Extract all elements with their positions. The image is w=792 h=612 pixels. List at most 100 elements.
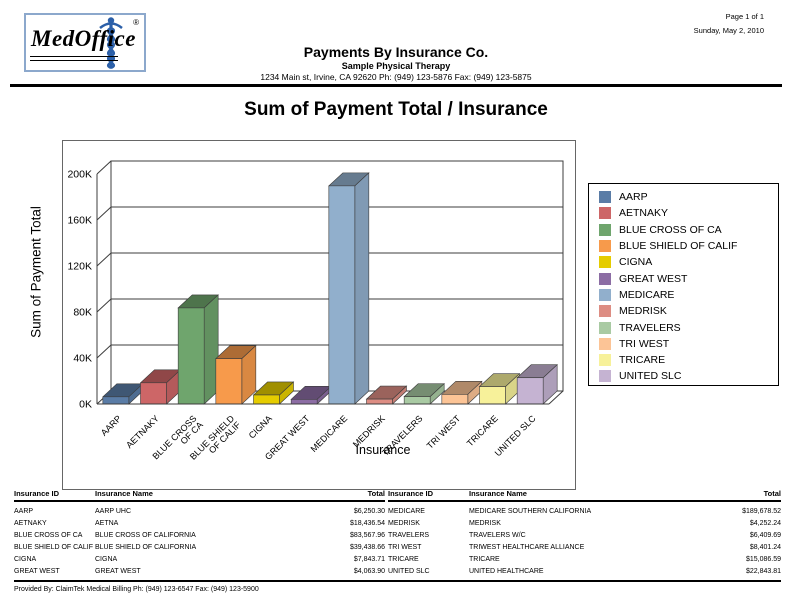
total-cell: $15,086.59	[745, 555, 781, 563]
legend-swatch	[599, 240, 611, 253]
insurance-name-cell: AARP UHC	[95, 507, 132, 515]
col-header-insurance-name: Insurance Name	[95, 489, 153, 498]
insurance-id-cell: TRAVELERS	[388, 531, 430, 539]
total-cell: $8,401.24	[749, 543, 781, 551]
caduceus-icon	[96, 16, 126, 75]
insurance-name-cell: TRIWEST HEALTHCARE ALLIANCE	[469, 543, 585, 551]
total-cell: $83,567.96	[349, 531, 385, 539]
table-body-right: MEDICARE MEDICARE SOUTHERN CALIFORNIA $189…	[388, 505, 781, 578]
header-divider	[10, 84, 782, 87]
legend-label: BLUE CROSS OF CA	[619, 223, 722, 236]
total-cell: $4,252.24	[749, 519, 781, 527]
legend-swatch	[599, 288, 611, 301]
insurance-id-cell: CIGNA	[14, 555, 37, 563]
y-tick-label: 200K	[67, 169, 92, 181]
legend-swatch	[599, 207, 611, 220]
chart-bar-medrisk	[365, 385, 408, 405]
logo-text: MedOffice	[31, 26, 136, 51]
legend-item: UNITED SLC	[599, 368, 778, 384]
total-cell: $6,250.30	[353, 507, 385, 515]
practice-contact: 1234 Main st, Irvine, CA 92620 Ph: (949)…	[260, 72, 532, 82]
insurance-name-cell: MEDRISK	[469, 519, 501, 527]
legend-item: TRAVELERS	[599, 319, 778, 335]
y-tick-label: 120K	[67, 261, 92, 273]
chart-bar-tricare	[478, 372, 521, 405]
medoffice-logo: MedOffice ®	[24, 13, 146, 72]
legend-label: AETNAKY	[619, 207, 669, 220]
legend-item: AARP	[599, 189, 778, 205]
table-row: UNITED SLC UNITED HEALTHCARE $22,843.81	[388, 565, 781, 577]
legend-item: MEDICARE	[599, 287, 778, 303]
chart-bar-blue-cross-of-ca	[177, 294, 219, 405]
total-cell: $22,843.81	[745, 568, 781, 576]
legend-item: AETNAKY	[599, 205, 778, 221]
table-row: TRAVELERS TRAVELERS W/C $6,409.69	[388, 529, 781, 541]
legend-item: GREAT WEST	[599, 270, 778, 286]
insurance-table-right: Insurance ID Insurance Name Total MEDICA…	[388, 489, 781, 578]
table-row: MEDICARE MEDICARE SOUTHERN CALIFORNIA $189…	[388, 505, 781, 517]
table-row: MEDRISK MEDRISK $4,252.24	[388, 517, 781, 529]
total-cell: $6,409.69	[749, 531, 781, 539]
chart-legend: AARP AETNAKY BLUE CROSS OF CA BLUE SHIELD O…	[588, 183, 779, 386]
legend-swatch	[599, 354, 611, 367]
col-header-insurance-name: Insurance Name	[469, 489, 527, 498]
chart-bar-aarp	[102, 383, 144, 405]
insurance-name-cell: TRICARE	[469, 555, 500, 563]
legend-item: MEDRISK	[599, 303, 778, 319]
legend-label: MEDRISK	[619, 305, 667, 318]
chart-title: Sum of Payment Total / Insurance	[244, 99, 548, 120]
total-cell: $39,438.66	[349, 543, 385, 551]
y-tick-label: 0K	[79, 399, 92, 411]
insurance-id-cell: BLUE SHIELD OF CALIF	[14, 543, 93, 551]
x-tick-label: CIGNA	[247, 413, 274, 440]
insurance-id-cell: MEDICARE	[388, 507, 425, 515]
legend-swatch	[599, 272, 611, 285]
table-row: GREAT WEST GREAT WEST $4,063.90	[14, 565, 385, 577]
chart-bar-great-west	[290, 385, 332, 405]
legend-swatch	[599, 337, 611, 350]
insurance-name-cell: CIGNA	[95, 555, 118, 563]
x-axis-title: Insurance	[355, 443, 411, 457]
legend-label: CIGNA	[619, 256, 653, 269]
table-row: TRI WEST TRIWEST HEALTHCARE ALLIANCE $8,40…	[388, 541, 781, 553]
legend-label: TRAVELERS	[619, 321, 681, 334]
legend-label: GREAT WEST	[619, 272, 688, 285]
table-row: CIGNA CIGNA $7,843.71	[14, 553, 385, 565]
y-tick-label: 160K	[67, 215, 92, 227]
table-body-left: AARP AARP UHC $6,250.30 AETNAKY AETNA $18,436…	[14, 505, 385, 578]
insurance-name-cell: TRAVELERS W/C	[469, 531, 526, 539]
chart-bar-medicare	[328, 172, 370, 405]
col-header-insurance-id: Insurance ID	[14, 489, 60, 498]
chart-area: 0K 40K 80K 120K 160K 200K AARP AETNAKY BLUE CROS…	[62, 140, 576, 490]
legend-label: BLUE SHIELD OF CALIF	[619, 240, 738, 253]
insurance-name-cell: MEDICARE SOUTHERN CALIFORNIA	[469, 507, 592, 515]
insurance-name-cell: GREAT WEST	[95, 568, 141, 576]
legend-label: AARP	[619, 191, 648, 204]
legend-label: TRI WEST	[619, 337, 670, 350]
total-cell: $7,843.71	[353, 555, 385, 563]
legend-swatch	[599, 370, 611, 383]
insurance-id-cell: AARP	[14, 507, 34, 515]
legend-label: UNITED SLC	[619, 370, 682, 383]
insurance-id-cell: TRI WEST	[388, 543, 422, 551]
total-cell: $189,678.52	[742, 507, 781, 515]
table-row: TRICARE TRICARE $15,086.59	[388, 553, 781, 565]
insurance-id-cell: UNITED SLC	[388, 568, 430, 576]
chart-bar-aetnaky	[139, 369, 182, 405]
legend-item: BLUE CROSS OF CA	[599, 222, 778, 238]
insurance-id-cell: TRICARE	[388, 555, 419, 563]
col-header-total: Total	[367, 489, 385, 498]
x-tick-label: AETNAKY	[124, 413, 161, 450]
footer-divider	[14, 580, 781, 582]
legend-item: TRI WEST	[599, 336, 778, 352]
insurance-id-cell: AETNAKY	[14, 519, 47, 527]
table-row: BLUE CROSS OF CA BLUE CROSS OF CALIFORNIA…	[14, 529, 385, 541]
y-tick-label: 40K	[73, 353, 92, 365]
practice-name: Sample Physical Therapy	[341, 61, 451, 71]
legend-item: CIGNA	[599, 254, 778, 270]
report-title: Payments By Insurance Co.	[303, 44, 489, 60]
chart-bar-tri-west	[441, 380, 483, 405]
logo-underline	[30, 56, 118, 61]
legend-swatch	[599, 321, 611, 334]
